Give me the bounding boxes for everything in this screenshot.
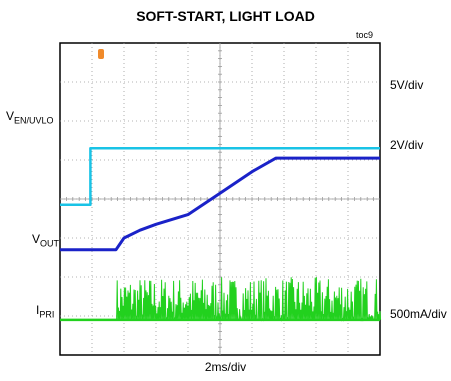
trace-vout xyxy=(60,156,380,252)
traces xyxy=(60,147,382,322)
channel-label-en-uvlo: VEN/UVLO xyxy=(6,109,54,126)
trace-ipri xyxy=(60,277,382,322)
channel-label-vout: VOUT xyxy=(32,232,60,249)
scale-label-vout: 2V/div xyxy=(390,138,424,152)
channel-label-ipri: IPRI xyxy=(36,303,55,320)
figure-id: toc9 xyxy=(356,30,374,40)
scale-label-en-uvlo: 5V/div xyxy=(390,78,424,92)
chart-title: SOFT-START, LIGHT LOAD xyxy=(136,8,315,24)
scale-label-ipri: 500mA/div xyxy=(390,307,447,321)
trigger-marker xyxy=(98,49,104,59)
x-axis-label: 2ms/div xyxy=(204,360,247,374)
trace-en-uvlo xyxy=(60,147,380,207)
